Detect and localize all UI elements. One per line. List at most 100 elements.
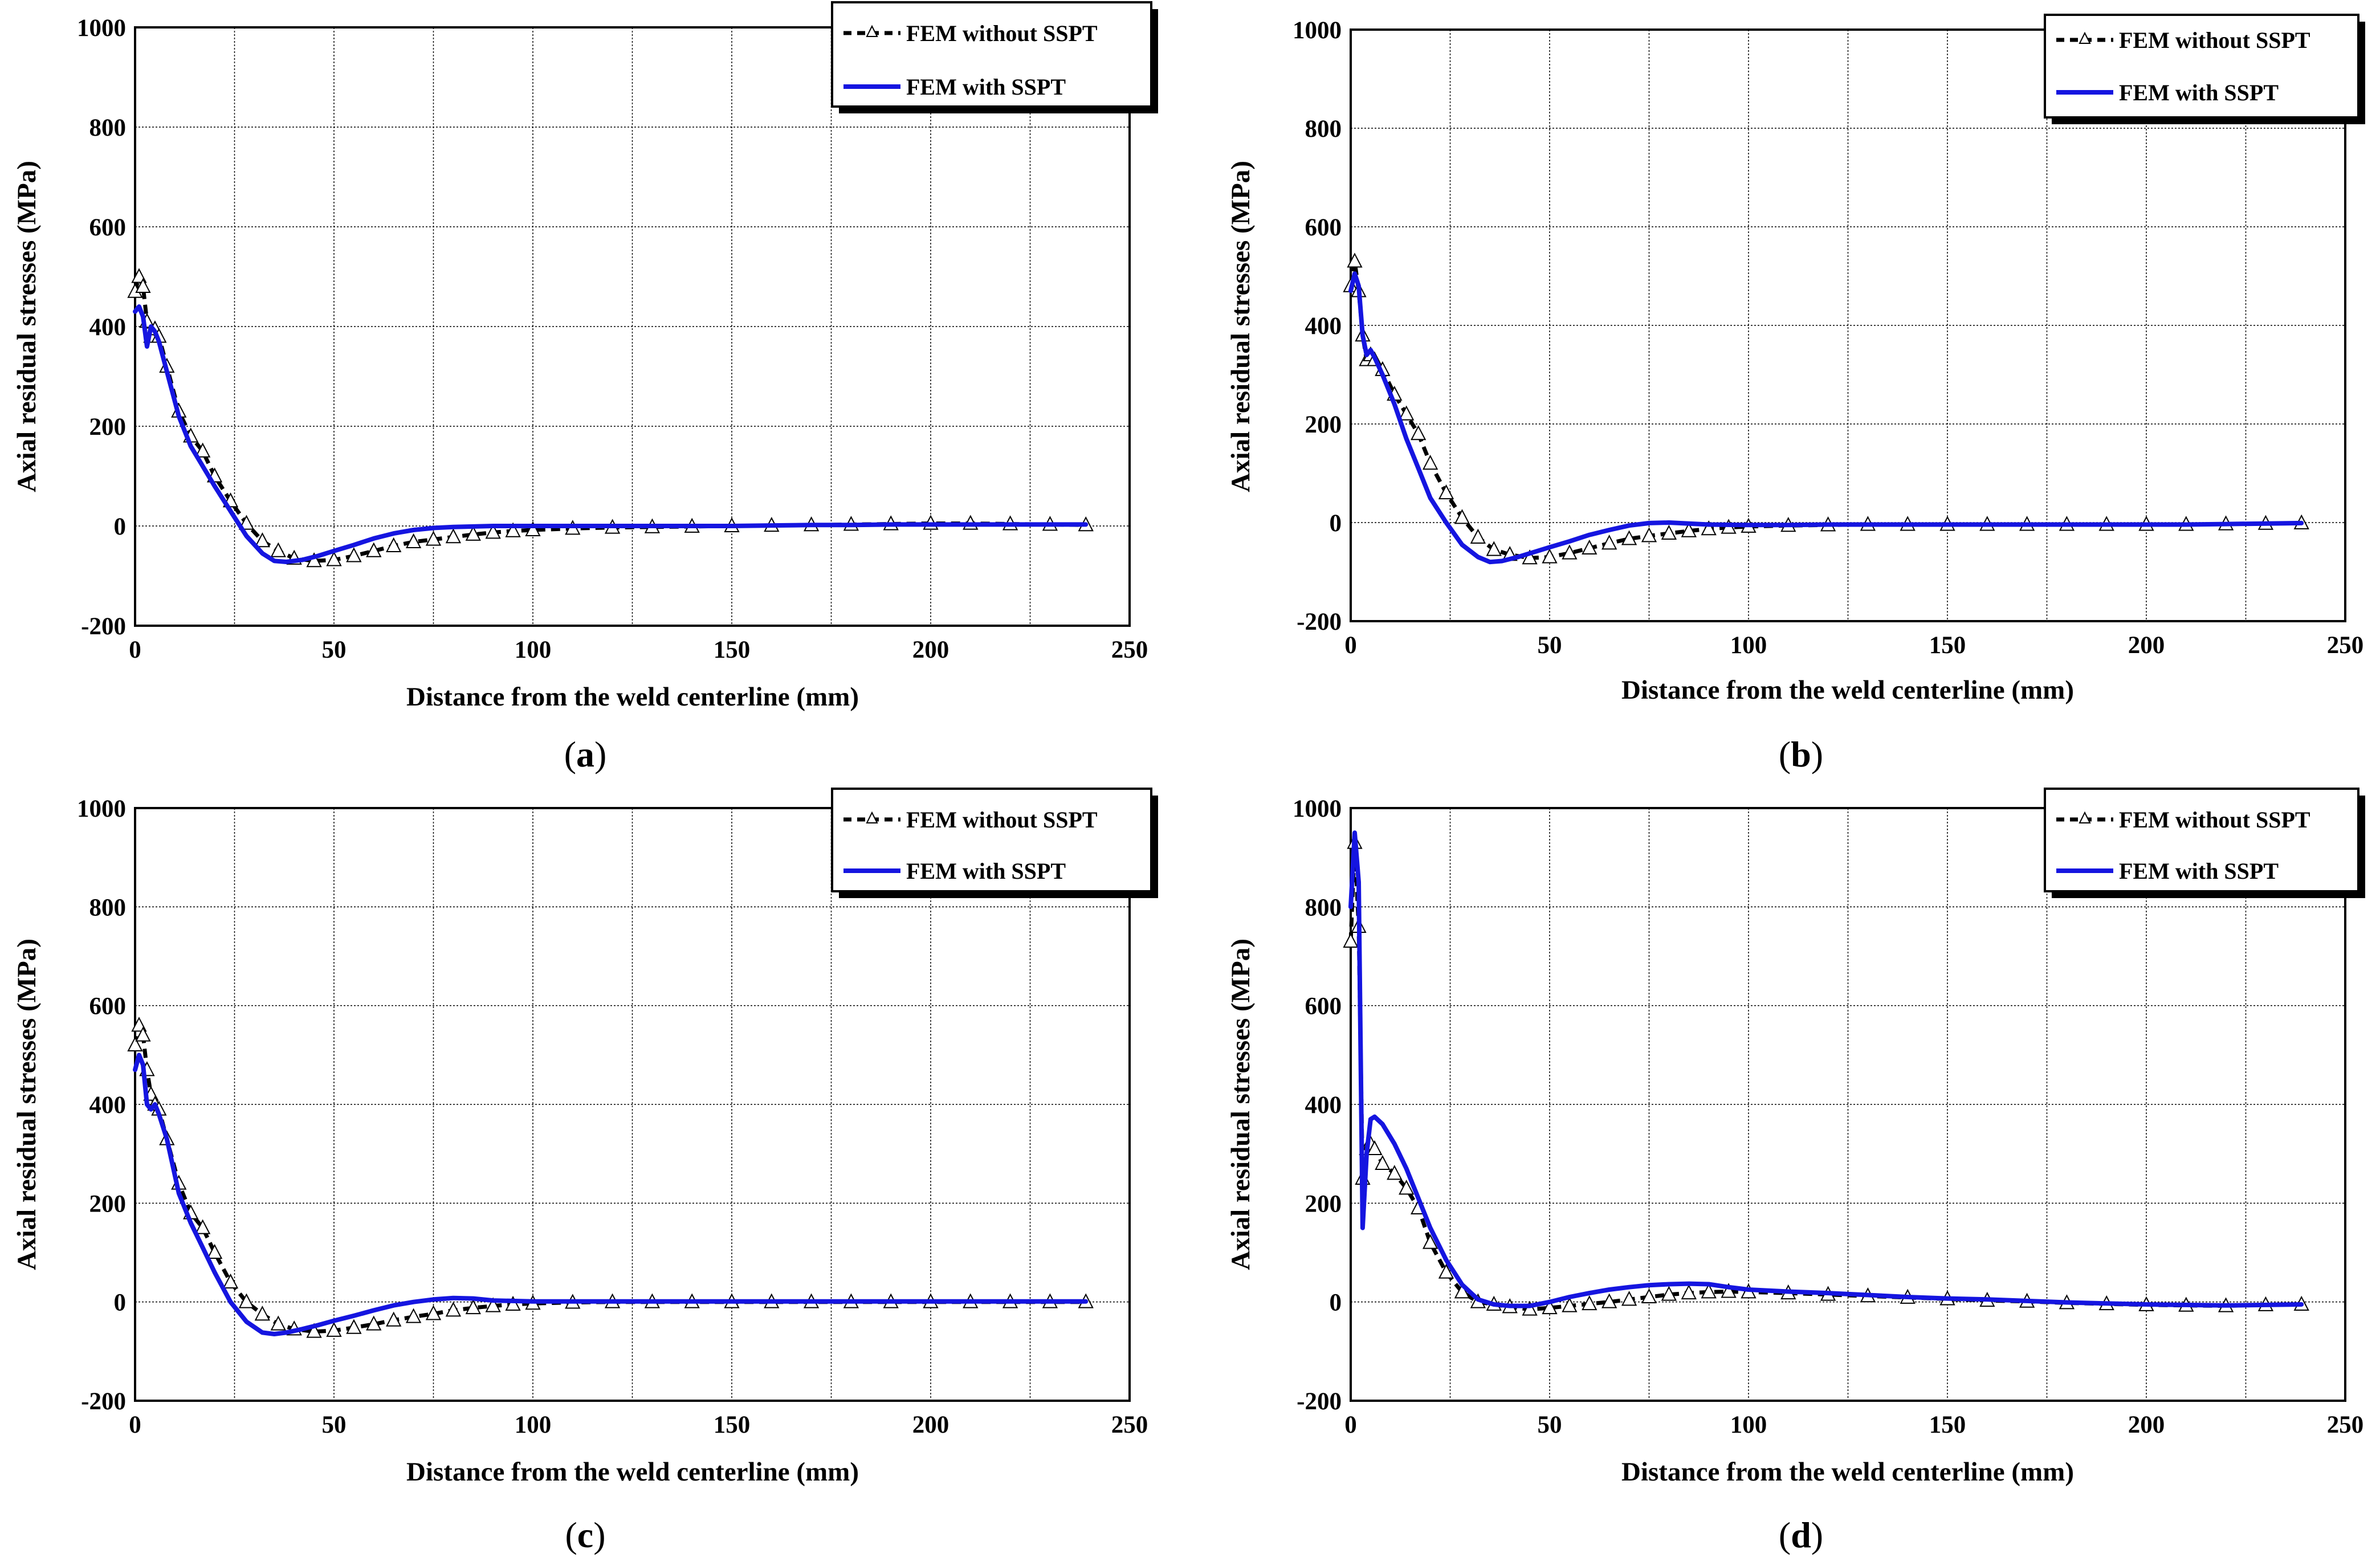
x-tick-label: 0 — [1344, 632, 1357, 659]
x-tick-label: 0 — [129, 637, 141, 663]
series-without-sspt-point — [386, 537, 402, 552]
x-tick-label: 100 — [1730, 632, 1767, 659]
x-tick-label: 200 — [912, 1412, 949, 1438]
series-without-sspt-point — [1661, 524, 1677, 540]
legend-box — [2044, 14, 2359, 119]
series-without-sspt-point — [1701, 1283, 1717, 1299]
series-without-sspt-point — [206, 1243, 223, 1259]
series-without-sspt-point — [326, 551, 342, 566]
series-without-sspt-point — [222, 1273, 239, 1288]
legend-without-sspt-marker — [866, 811, 878, 823]
series-without-sspt-point — [366, 1315, 382, 1331]
series-without-sspt-point — [326, 1322, 342, 1337]
x-tick-label: 50 — [1538, 1412, 1562, 1438]
panel-caption-letter: c — [577, 1515, 593, 1555]
series-without-sspt-point — [445, 528, 462, 544]
series-without-sspt-point — [195, 442, 211, 458]
y-tick-label: -200 — [81, 1388, 126, 1415]
series-with-sspt-line — [133, 304, 1089, 564]
series-without-sspt-point — [1601, 535, 1617, 550]
series-without-sspt-point — [445, 1302, 462, 1317]
legend-without-sspt-marker — [866, 25, 878, 37]
legend-with-sspt-label: FEM with SSPT — [2119, 858, 2279, 884]
series-without-sspt-point — [1411, 425, 1427, 441]
legend-with-sspt-label: FEM with SSPT — [906, 74, 1066, 100]
series-without-sspt-point — [306, 1323, 322, 1338]
series-without-sspt-point — [505, 1295, 521, 1311]
panel-caption: (c) — [565, 1515, 605, 1555]
y-tick-label: 200 — [89, 414, 127, 441]
y-tick-label: 0 — [1330, 510, 1342, 537]
legend-without-sspt-label: FEM without SSPT — [2119, 27, 2310, 53]
series-without-sspt-point — [254, 1306, 271, 1321]
y-tick-label: -200 — [1297, 609, 1342, 635]
legend-without-sspt-label: FEM without SSPT — [2119, 807, 2310, 833]
x-axis-title: Distance from the weld centerline (mm) — [1621, 1457, 2074, 1487]
x-tick-label: 150 — [714, 1412, 751, 1438]
series-without-sspt-point — [1347, 252, 1363, 268]
y-tick-label: 400 — [89, 314, 127, 341]
x-tick-label: 50 — [322, 1412, 347, 1438]
series-without-sspt-point — [1562, 1297, 1578, 1312]
legend: FEM without SSPT FEM with SSPT — [831, 1, 1158, 113]
y-tick-label: 800 — [1305, 116, 1342, 142]
y-tick-label: 1000 — [77, 796, 126, 822]
series-without-sspt-point — [465, 525, 481, 541]
series-without-sspt-point — [425, 1305, 442, 1320]
x-tick-label: 150 — [1929, 1412, 1966, 1438]
x-tick-label: 50 — [322, 637, 347, 663]
series-without-sspt-point — [425, 531, 442, 546]
series-with-sspt-line — [133, 1053, 1089, 1336]
legend-box — [831, 788, 1152, 892]
series-with-sspt-line — [1348, 271, 2304, 565]
series-without-sspt-point — [1701, 520, 1717, 536]
legend: FEM without SSPT FEM with SSPT — [2044, 788, 2365, 898]
panel-caption-letter: a — [576, 734, 594, 774]
series-without-sspt-point — [386, 1311, 402, 1327]
series-without-sspt-point — [1661, 1286, 1677, 1301]
series-without-sspt-point — [270, 1315, 286, 1331]
series-without-sspt-point — [195, 1219, 211, 1234]
panel-caption: (a) — [564, 734, 607, 774]
y-tick-label: -200 — [81, 613, 126, 640]
legend-without-sspt-label: FEM without SSPT — [906, 807, 1098, 833]
series-without-sspt-point — [525, 521, 541, 536]
x-tick-label: 200 — [2128, 1412, 2165, 1438]
series-without-sspt-point — [1486, 541, 1502, 556]
x-tick-label: 0 — [1344, 1412, 1357, 1438]
y-axis-title: Axial residual stresses (MPa) — [12, 161, 42, 492]
series-without-sspt-point — [1399, 1180, 1415, 1195]
series-without-sspt-point — [238, 1293, 255, 1308]
series-without-sspt-point — [1621, 530, 1637, 545]
series-without-sspt-point — [135, 1026, 151, 1042]
series-without-sspt-point — [1438, 484, 1454, 500]
x-tick-label: 250 — [1111, 637, 1148, 663]
y-tick-label: 600 — [89, 993, 127, 1020]
series-without-sspt-point — [485, 524, 501, 539]
series-without-sspt-point — [1438, 1263, 1454, 1279]
x-tick-label: 200 — [912, 637, 949, 663]
series-without-sspt-point — [1542, 1299, 1558, 1315]
series-without-sspt-point — [1399, 405, 1415, 421]
series-without-sspt-point — [1641, 527, 1657, 543]
panel-caption-letter: d — [1791, 1515, 1811, 1555]
x-axis-title: Distance from the weld centerline (mm) — [406, 1457, 859, 1487]
series-layer — [127, 1017, 1094, 1338]
x-tick-label: 150 — [1929, 632, 1966, 659]
series-without-sspt-point — [1582, 539, 1597, 554]
x-tick-label: 100 — [515, 637, 552, 663]
series-without-sspt-point — [1422, 1234, 1438, 1249]
series-without-sspt-point — [1582, 1295, 1597, 1311]
y-tick-label: 400 — [1305, 1092, 1342, 1119]
series-without-sspt-point — [1470, 528, 1486, 544]
series-without-sspt-point — [1367, 1140, 1383, 1155]
series-without-sspt-point — [346, 1319, 362, 1334]
series-with-sspt-line — [1348, 830, 2304, 1308]
y-axis-title: Axial residual stresses (MPa) — [1226, 161, 1256, 492]
